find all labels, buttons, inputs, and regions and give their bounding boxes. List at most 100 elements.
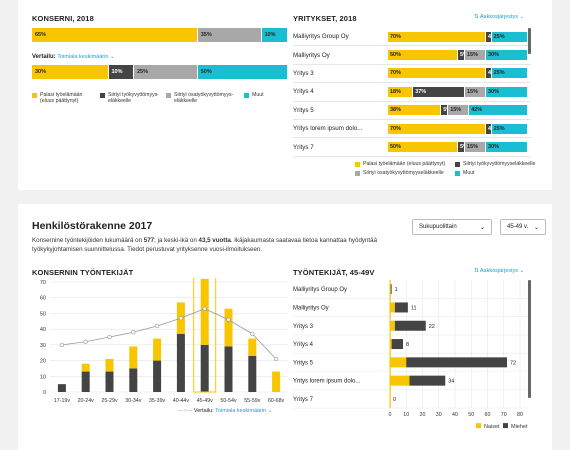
- legend-item: Siirtyi osatyökyvyttömyyseläkkeelle: [355, 170, 455, 176]
- company-row[interactable]: Yritys 7 50% 5% 15% 30%: [293, 138, 531, 157]
- x-tick-label: 80: [517, 412, 523, 418]
- highlight-box: [193, 278, 217, 393]
- desc-text-3: . Ikäjakaumasta saatavaa tietoa kannatta…: [32, 237, 378, 253]
- company-row[interactable]: Malliyritys Oy 50% 5% 15% 30%: [293, 46, 531, 65]
- scrollbar[interactable]: [528, 28, 531, 54]
- company-row[interactable]: Yritys lorem ipsum dolo... 70%4%25%: [293, 120, 531, 139]
- bar-dark: [129, 368, 138, 392]
- legend-label: Siirtyi osatyökyvyttömyyseläkkeelle: [363, 170, 444, 176]
- bar-naiset: [390, 302, 395, 313]
- bar-yellow: [224, 308, 233, 347]
- x-tick-label: 30: [436, 412, 442, 418]
- company-name: Malliyritys Group Oy: [293, 33, 349, 41]
- chevron-down-icon: ⌄: [519, 14, 525, 20]
- y-tick-label: 70: [40, 280, 46, 286]
- comparison-point: [226, 317, 231, 322]
- bar-dark: [81, 371, 90, 392]
- legend-swatch: [100, 93, 105, 98]
- x-tick-label: 20: [420, 412, 426, 418]
- axis-highlight: [389, 280, 391, 409]
- bar-dark: [248, 355, 257, 392]
- bar-segment: 10%: [261, 28, 287, 42]
- company-list: Malliyritys Group Oy70%4%25%Malliyritys …: [293, 28, 531, 157]
- x-tick-label: 40-44v: [173, 398, 190, 404]
- sort-button-top[interactable]: ⇅ Aakkosjärjestys ⌄: [474, 14, 524, 20]
- x-tick-label: 10: [403, 412, 409, 418]
- legend-swatch: [32, 93, 37, 98]
- legend-label: Muut: [252, 92, 264, 98]
- bar-yellow: [200, 278, 209, 345]
- bar-segment: 25%: [134, 65, 198, 79]
- average-age: 43,5 vuotta: [198, 237, 231, 244]
- comparison-point: [154, 323, 160, 329]
- legend-swatch: [455, 162, 460, 167]
- x-tick-label: 55-59v: [244, 398, 261, 404]
- x-tick-label: 0: [389, 412, 392, 418]
- company-name: Yritys 7: [293, 143, 314, 151]
- legend-label: Miehet: [511, 424, 528, 430]
- company-bar: 50% 5% 15% 30%: [388, 142, 528, 153]
- company-row[interactable]: Yritys 3 70%4%25%: [293, 65, 531, 84]
- y-tick-label: 0: [43, 390, 46, 396]
- x-tick-label: 50-54v: [220, 398, 237, 404]
- bar-segment: 37%: [413, 86, 465, 97]
- sort-label: Aakkosjärjestys: [479, 14, 519, 20]
- legend-swatch: [244, 93, 249, 98]
- konserni-bar: 65% 35% 10%: [32, 28, 287, 42]
- company-name: Yritys 3: [293, 324, 314, 330]
- comparison-point: [178, 315, 184, 321]
- sort-button-bottom[interactable]: ⇅ Aakkosjärjestys ⌄: [474, 268, 524, 274]
- x-tick-label: 45-49v: [197, 398, 214, 404]
- bar-miehet: [391, 339, 403, 350]
- bar-segment: 65%: [32, 28, 198, 42]
- company-bar: 50% 5% 15% 30%: [388, 50, 528, 61]
- page: KONSERNI, 2018 65% 35% 10% Vertailu: Toimi…: [18, 0, 552, 450]
- bar-segment: 38%: [388, 105, 442, 116]
- henkilosto-title: Henkilöstörakenne 2017: [32, 220, 153, 232]
- age-select[interactable]: 45-49 v. ⌄: [500, 219, 546, 235]
- company-name: Yritys lorem ipsum dolo...: [293, 379, 361, 385]
- bar-segment: 10%: [108, 65, 134, 79]
- bar-yellow: [81, 363, 90, 372]
- comparison-point: [107, 334, 112, 340]
- sort-icon: ⇅: [474, 268, 479, 274]
- bar-segment: 35%: [197, 28, 262, 42]
- company-name: Malliyritys Oy: [293, 51, 330, 59]
- legend-label: Siirtyi osatyökyvyttömyys-eläkkeelle: [174, 92, 234, 104]
- bar-segment: 30%: [486, 142, 528, 153]
- bar-segment: 5%: [458, 50, 468, 61]
- company-name: Yritys lorem ipsum dolo...: [293, 125, 363, 133]
- x-tick-label: 17-19v: [54, 398, 71, 404]
- bar-segment: 25%: [491, 68, 528, 79]
- company-row[interactable]: Yritys 4 18% 37% 15% 30%: [293, 83, 531, 102]
- legend-line-icon: —○—: [178, 408, 193, 414]
- gender-select[interactable]: Sukupuolittain ⌄: [412, 219, 492, 235]
- company-row[interactable]: Malliyritys Group Oy 70%4%25%: [293, 28, 531, 47]
- bar-naiset: [390, 357, 407, 368]
- chevron-down-icon: ⌄: [267, 408, 273, 414]
- bar-total-label: 1: [395, 287, 398, 293]
- henkilosto-description: Konsernine työntekijöiden lukumäärä on 5…: [32, 237, 407, 254]
- compare-select[interactable]: Toimiala keskimäärin ⌄: [57, 54, 114, 60]
- legend-label: Palasi työelämään (eluus päättynyt): [40, 92, 83, 104]
- bar-segment: 30%: [486, 50, 528, 61]
- bar-segment: 30%: [32, 65, 109, 79]
- comparison-point: [131, 330, 136, 335]
- yritykset-legend: Palasi työelämään (eluus päättynyt) Siirt…: [355, 161, 545, 176]
- y-tick-label: 50: [40, 311, 46, 317]
- compare-label: Vertailu:: [32, 54, 56, 60]
- bar-total-label: 0: [393, 397, 396, 403]
- company-row[interactable]: Yritys 5 38% 5% 15% 42%: [293, 102, 531, 120]
- legend-item: Siirtyi työkyvyttömyys-eläkkeelle: [100, 92, 160, 104]
- compare-bar: 30% 10% 25% 50%: [32, 65, 287, 79]
- company-name: Yritys 4: [293, 342, 314, 348]
- bar-segment: 42%: [469, 105, 528, 116]
- chevron-down-icon: ⌄: [519, 268, 525, 274]
- gender-select-value: Sukupuolittain: [419, 224, 457, 230]
- bar-segment: 25%: [491, 123, 528, 134]
- compare-legend-select[interactable]: Toimiala keskimäärin ⌄: [215, 408, 272, 414]
- bar-yellow: [153, 338, 162, 361]
- company-name: Malliyritys Group Oy: [293, 287, 347, 293]
- scrollbar: [528, 280, 531, 398]
- chevron-down-icon: ⌄: [479, 224, 485, 231]
